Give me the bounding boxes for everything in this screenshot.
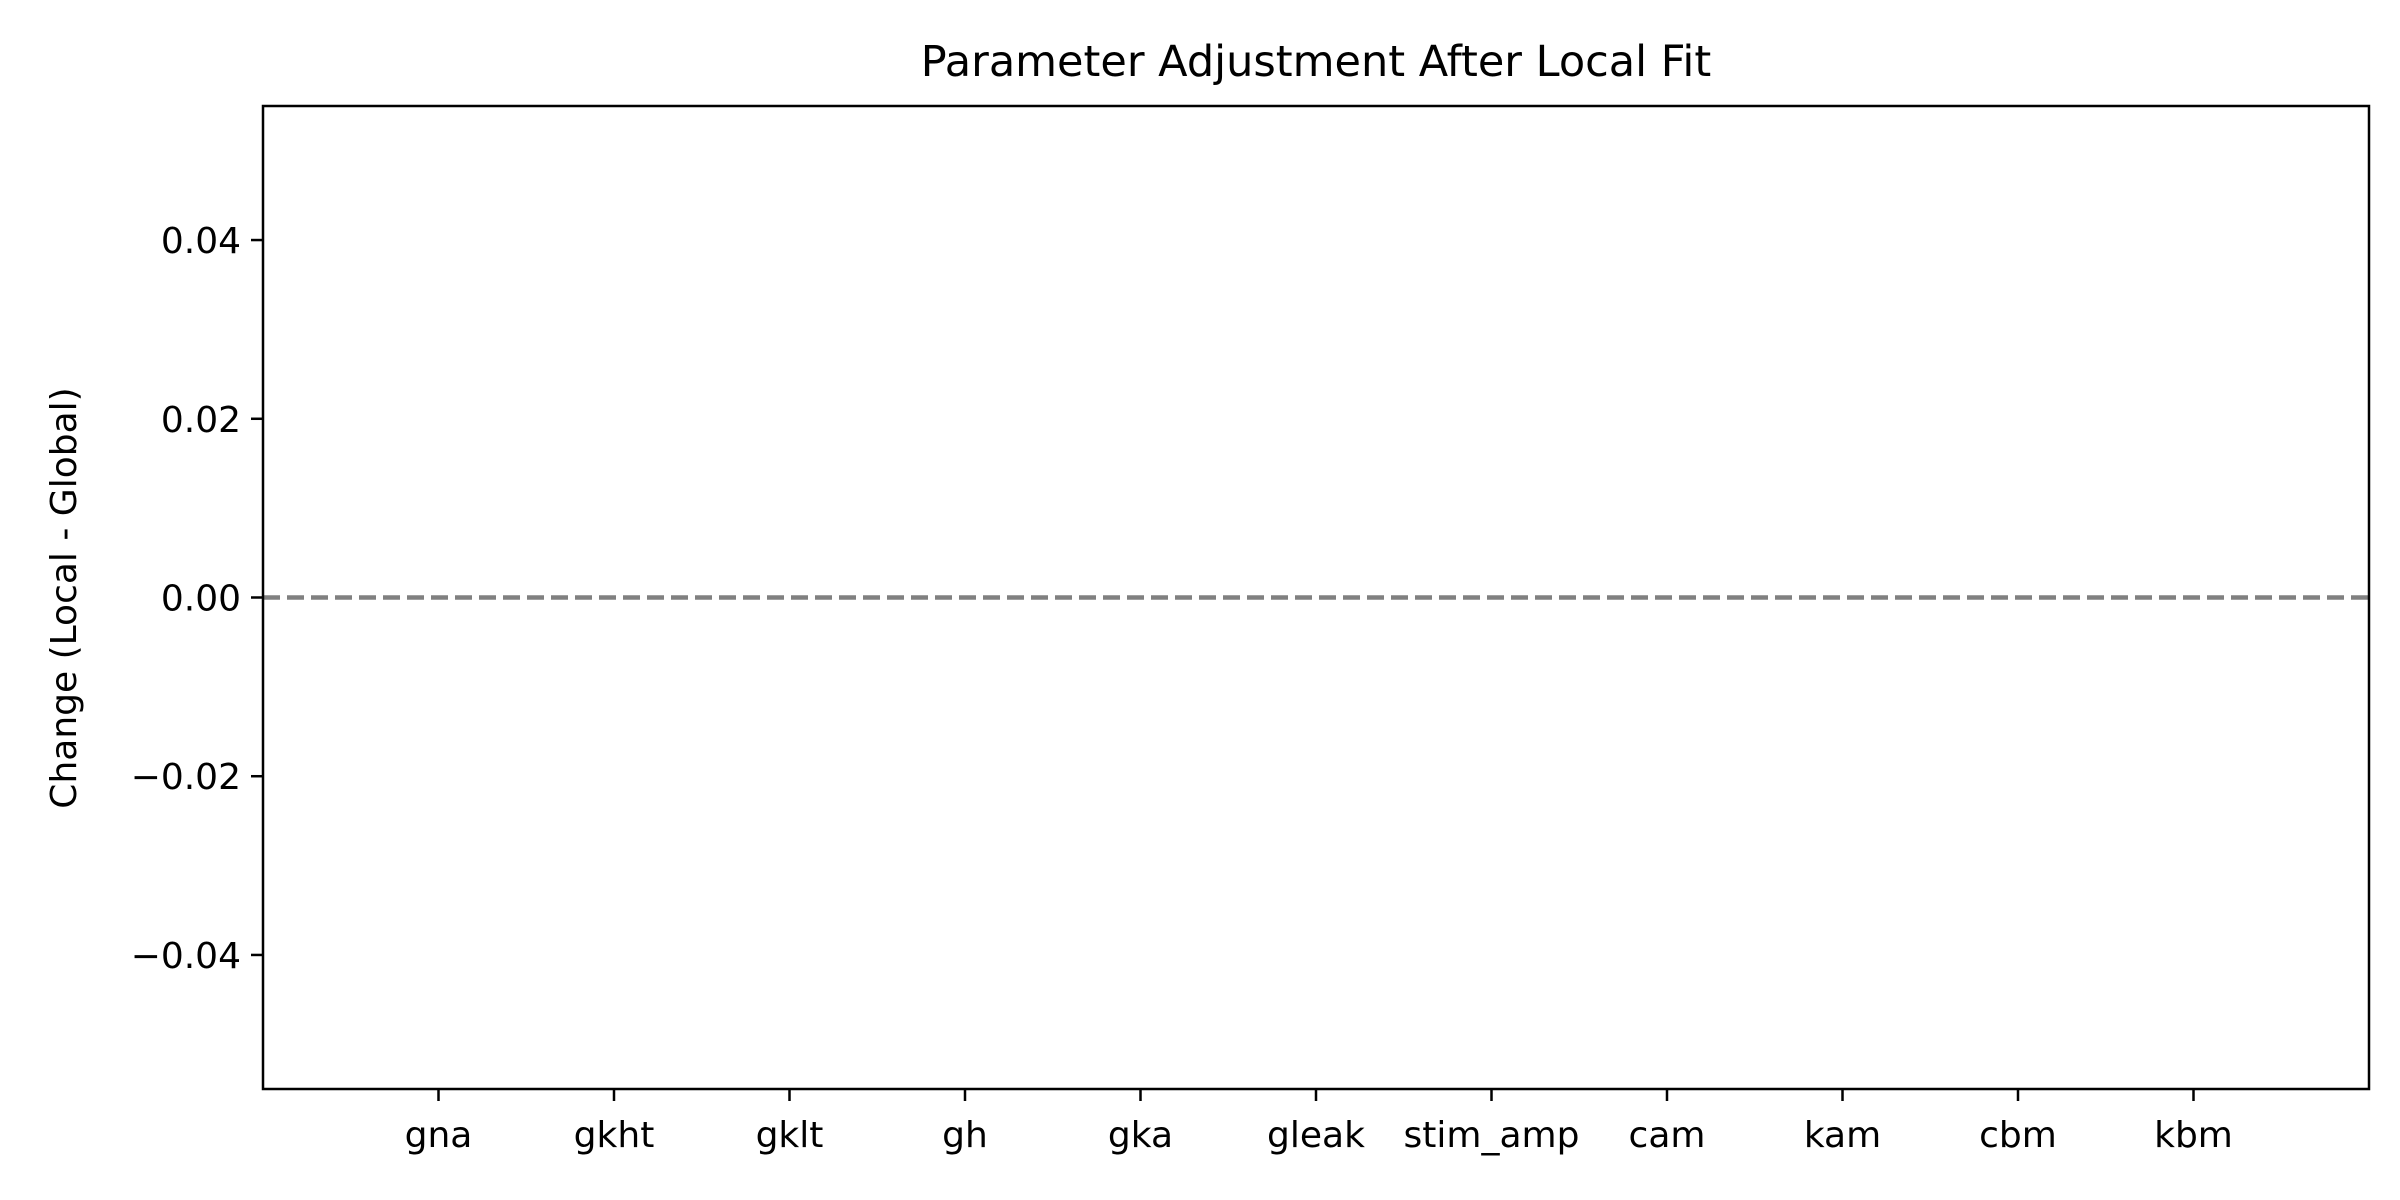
x-tick-label-gklt: gklt [756,1115,824,1156]
x-tick-label-kam: kam [1804,1115,1881,1156]
x-tick-label-gka: gka [1108,1115,1173,1156]
x-tick-label-gleak: gleak [1267,1115,1365,1156]
x-tick-label-gkht: gkht [574,1115,655,1156]
y-tick-label: 0.02 [161,400,241,441]
y-tick-label: −0.02 [131,757,241,798]
y-tick-label: 0.04 [161,221,241,262]
x-tick-label-stim_amp: stim_amp [1404,1115,1580,1156]
x-tick-label-kbm: kbm [2154,1115,2233,1156]
y-axis-label: Change (Local - Global) [44,387,85,808]
y-tick-label: −0.04 [131,936,241,977]
chart-title: Parameter Adjustment After Local Fit [921,37,1711,87]
x-tick-label-gh: gh [942,1115,988,1156]
plot-area-frame [261,104,2371,1091]
x-tick-label-cbm: cbm [1979,1115,2057,1156]
x-tick-label-gna: gna [405,1115,473,1156]
y-ticks: 0.04 0.02 0.00 −0.02 −0.04 [131,221,263,977]
y-tick-label: 0.00 [161,579,241,620]
x-ticks: gna gkht gklt gh gka gleak stim_amp cam kam cbm kb… [405,1089,2233,1156]
x-tick-label-cam: cam [1629,1115,1706,1156]
